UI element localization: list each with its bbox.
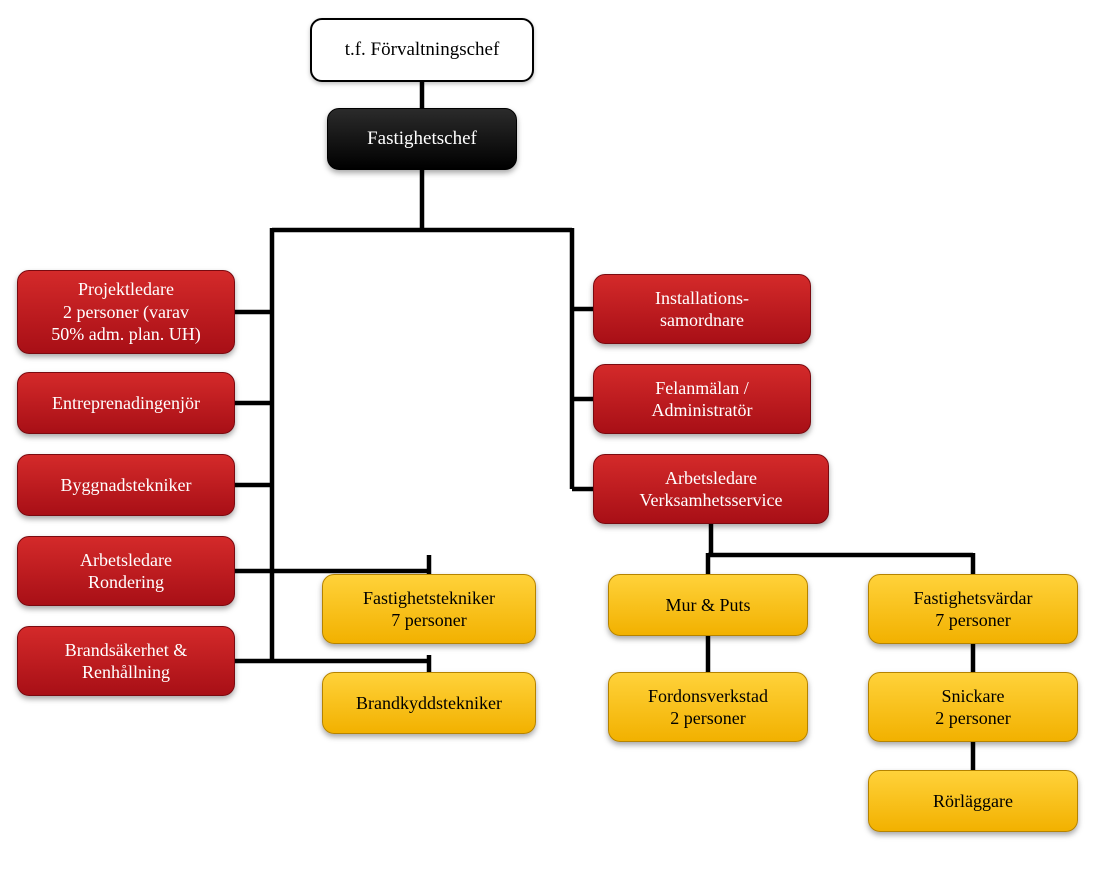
node-label: ArbetsledareRondering: [80, 549, 172, 594]
node-brandsakerhet-renhallning: Brandsäkerhet &Renhållning: [17, 626, 235, 696]
node-label: Rörläggare: [933, 790, 1013, 813]
node-label: Fastighetschef: [367, 127, 477, 151]
node-fastighetsvardar: Fastighetsvärdar7 personer: [868, 574, 1078, 644]
node-fordonsverkstad: Fordonsverkstad2 personer: [608, 672, 808, 742]
node-label: Brandsäkerhet &Renhållning: [65, 639, 187, 684]
node-label: Fastighetstekniker7 personer: [363, 587, 495, 632]
node-label: Installations-samordnare: [655, 287, 749, 332]
node-label: Snickare2 personer: [935, 685, 1010, 730]
node-label: Entreprenadingenjör: [52, 392, 200, 415]
node-label: Fastighetsvärdar7 personer: [914, 587, 1033, 632]
node-arbetsledare-verksamhetsservice: ArbetsledareVerksamhetsservice: [593, 454, 829, 524]
node-mur-puts: Mur & Puts: [608, 574, 808, 636]
node-label: Fordonsverkstad2 personer: [648, 685, 768, 730]
node-entreprenadingenjor: Entreprenadingenjör: [17, 372, 235, 434]
node-label: ArbetsledareVerksamhetsservice: [640, 467, 783, 512]
node-label: Brandkyddstekniker: [356, 692, 502, 715]
node-label: Byggnadstekniker: [61, 474, 192, 497]
node-projektledare: Projektledare2 personer (varav50% adm. p…: [17, 270, 235, 354]
node-forvaltningschef: t.f. Förvaltningschef: [310, 18, 534, 82]
node-label: Mur & Puts: [665, 594, 750, 617]
node-rorlaggare: Rörläggare: [868, 770, 1078, 832]
node-snickare: Snickare2 personer: [868, 672, 1078, 742]
node-label: t.f. Förvaltningschef: [345, 38, 500, 62]
node-label: Projektledare2 personer (varav50% adm. p…: [51, 278, 200, 346]
node-brandkyddstekniker: Brandkyddstekniker: [322, 672, 536, 734]
node-installationssamordnare: Installations-samordnare: [593, 274, 811, 344]
node-label: Felanmälan /Administratör: [652, 377, 753, 422]
org-chart-connectors: [0, 0, 1104, 874]
node-fastighetschef: Fastighetschef: [327, 108, 517, 170]
node-felanmalan-administrator: Felanmälan /Administratör: [593, 364, 811, 434]
node-arbetsledare-rondering: ArbetsledareRondering: [17, 536, 235, 606]
node-fastighetstekniker: Fastighetstekniker7 personer: [322, 574, 536, 644]
node-byggnadstekniker: Byggnadstekniker: [17, 454, 235, 516]
